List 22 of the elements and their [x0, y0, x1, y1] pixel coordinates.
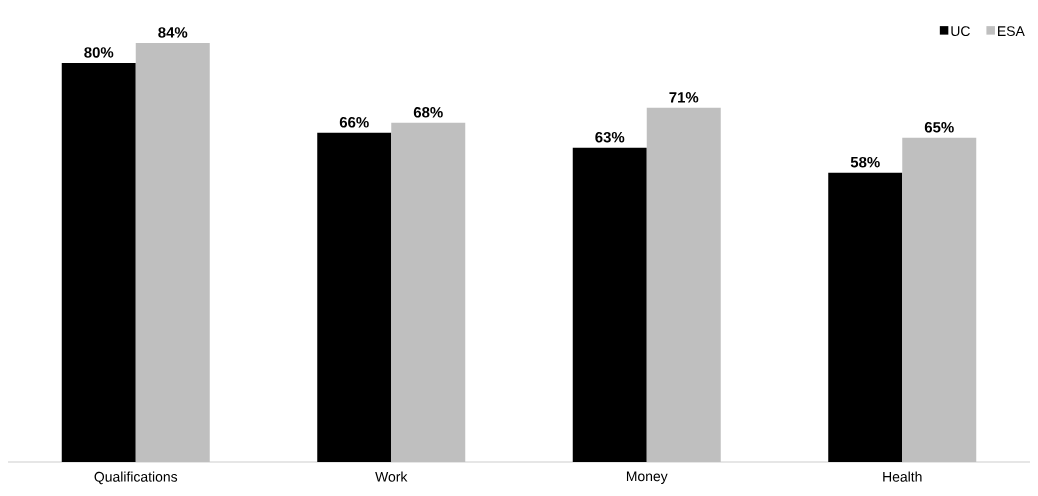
bar [572, 147, 647, 462]
bar [902, 137, 977, 462]
data-label: 63% [595, 131, 625, 143]
x-tick-label: Money [626, 471, 668, 484]
bar [317, 132, 392, 462]
legend-label: ESA [998, 26, 1025, 37]
data-label: 80% [84, 47, 114, 58]
bar [828, 172, 903, 462]
legend-label: UC [951, 26, 970, 37]
x-tick-label: Health [883, 471, 922, 482]
data-label: 84% [158, 27, 188, 38]
bar [61, 62, 136, 462]
data-label: 65% [924, 121, 954, 133]
bar [135, 42, 210, 462]
data-label: 68% [413, 107, 443, 118]
x-tick-label: Qualifications [94, 471, 178, 485]
data-label: 71% [669, 92, 699, 103]
x-tick-label: Work [375, 471, 408, 482]
data-label: 66% [339, 116, 369, 128]
data-label: 58% [850, 156, 880, 168]
bar [646, 107, 721, 462]
bar [391, 122, 466, 462]
